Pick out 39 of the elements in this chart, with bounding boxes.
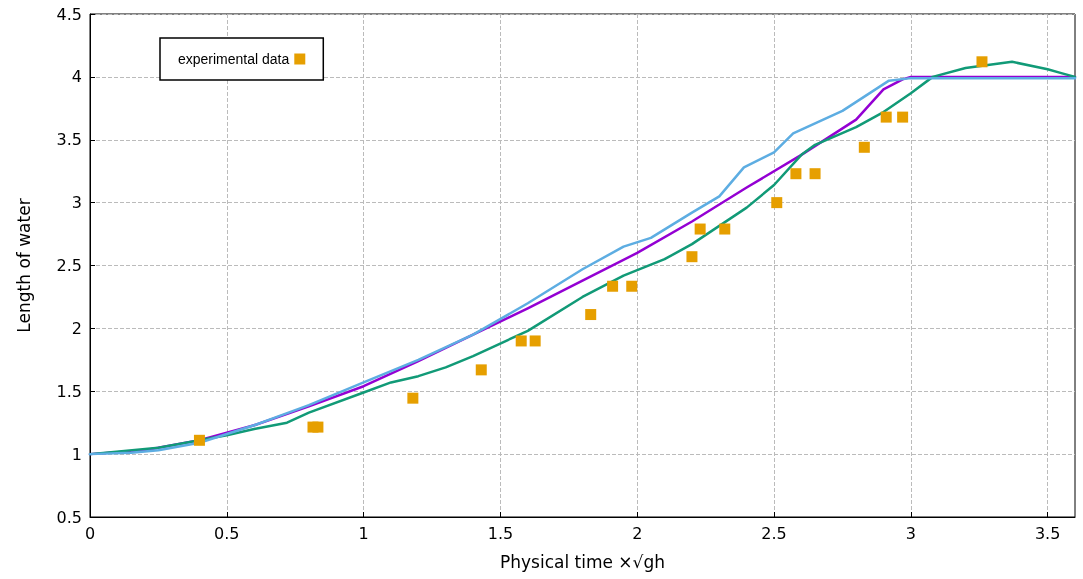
point [312, 421, 324, 433]
point [529, 335, 541, 347]
y-tick-label: 0.5 [56, 507, 82, 527]
point [880, 111, 892, 123]
point [515, 335, 527, 347]
legend-label: experimental data [177, 51, 290, 67]
point [976, 56, 988, 68]
x-tick-label: 3.5 [1034, 523, 1061, 543]
x-tick-label: 1 [358, 523, 369, 543]
point [475, 364, 487, 376]
point [585, 309, 597, 321]
y-tick-label: 3.5 [56, 130, 82, 150]
point [719, 223, 731, 235]
point [626, 280, 638, 292]
y-tick-label: 2 [71, 318, 82, 338]
point [771, 197, 783, 209]
x-tick-label: 2.5 [761, 523, 787, 543]
x-tick-label: 1.5 [487, 523, 514, 543]
point [407, 392, 419, 404]
x-tick-label: 0 [84, 523, 96, 543]
y-tick-label: 1 [71, 444, 82, 464]
point [790, 168, 802, 180]
y-tick-label: 4.5 [56, 4, 82, 24]
point [193, 434, 205, 446]
x-axis-title: Physical time ×√gh [499, 551, 666, 572]
y-tick-label: 4 [71, 67, 82, 87]
y-axis-title: Length of water [13, 198, 34, 333]
x-tick-label: 3 [905, 523, 916, 543]
y-tick-label: 2.5 [56, 256, 82, 275]
x-tick-label: 2 [632, 523, 643, 543]
y-tick-label: 1.5 [56, 381, 82, 401]
x-tick-label: 0.5 [214, 523, 240, 543]
point [809, 168, 821, 180]
point [858, 141, 870, 153]
y-tick-label: 3 [71, 193, 82, 213]
point [897, 111, 909, 123]
point [686, 251, 698, 263]
point [607, 280, 619, 292]
point [694, 223, 706, 235]
